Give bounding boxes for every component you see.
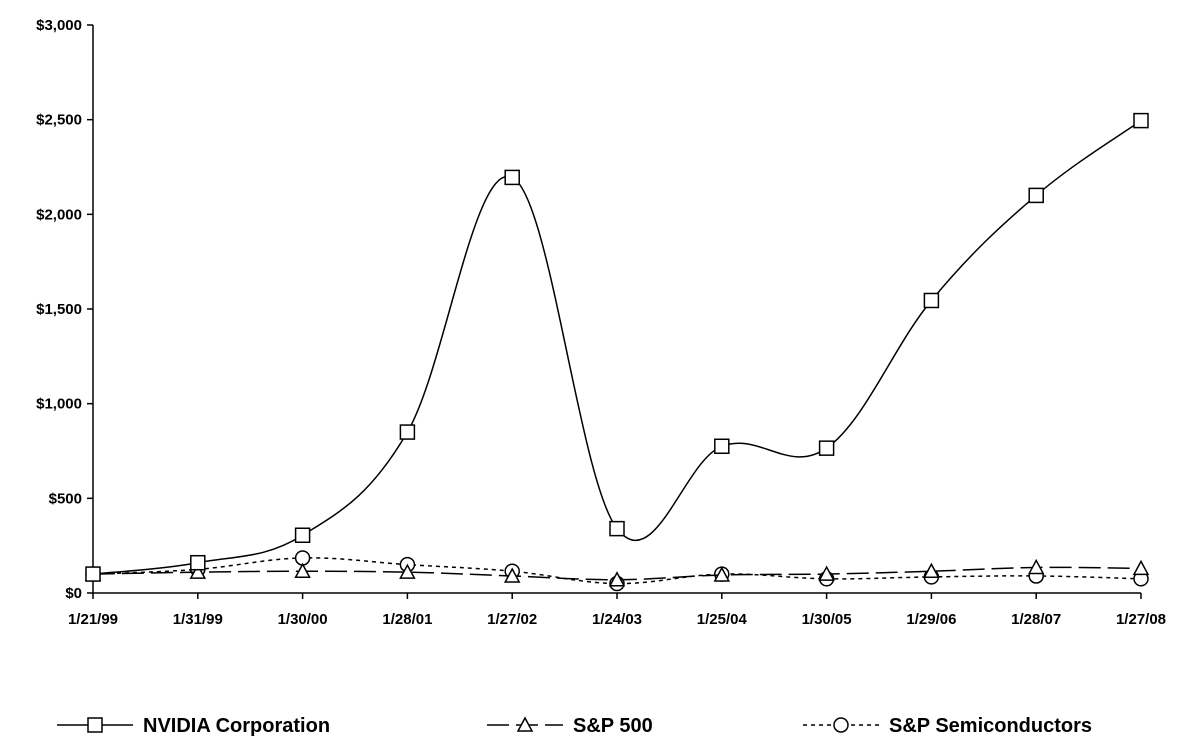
- y-tick-label: $500: [49, 490, 82, 507]
- data-point-triangle: [818, 565, 835, 581]
- axes: [92, 25, 1141, 594]
- y-tick-label: $1,500: [36, 301, 82, 318]
- data-point-square: [85, 566, 101, 582]
- data-point-triangle: [1027, 558, 1045, 575]
- data-point-square: [923, 292, 940, 309]
- x-tick-label: 1/30/00: [278, 611, 328, 628]
- data-point-triangle: [399, 563, 416, 579]
- x-axis-ticks: 1/21/99 1/31/99 1/30/00 1/28/01 1/27/02 1/24/…: [68, 593, 1166, 628]
- legend: NVIDIA Corporation S&P 500 S&P Semiconduct…: [57, 715, 1092, 737]
- legend-item: S&P 500: [487, 715, 653, 737]
- x-tick-label: 1/21/99: [68, 611, 118, 628]
- legend-label: S&P Semiconductors: [889, 715, 1092, 737]
- x-tick-label: 1/24/03: [592, 611, 642, 628]
- data-point-triangle: [923, 562, 940, 578]
- data-point-triangle: [608, 571, 626, 587]
- data-point-square: [399, 424, 416, 440]
- x-tick-label: 1/29/06: [906, 611, 956, 628]
- data-point-triangle: [1132, 559, 1150, 576]
- y-tick-label: $2,500: [36, 112, 82, 129]
- data-point-triangle: [189, 563, 207, 579]
- data-point-square: [609, 520, 625, 537]
- y-tick-label: $1,000: [36, 396, 82, 413]
- series-layer: [84, 112, 1150, 592]
- x-tick-label: 1/31/99: [173, 611, 223, 628]
- data-point-triangle: [713, 566, 731, 582]
- data-point-square: [504, 169, 520, 186]
- legend-item: NVIDIA Corporation: [57, 715, 330, 737]
- data-point-triangle: [294, 562, 311, 578]
- series-square: [85, 112, 1149, 582]
- series-line: [92, 120, 1142, 575]
- data-point-square: [190, 554, 206, 571]
- x-tick-label: 1/28/07: [1011, 611, 1061, 628]
- legend-marker-triangle: [516, 716, 534, 732]
- data-point-triangle: [503, 567, 521, 583]
- y-axis-ticks: $0 $500 $1,000 $1,500 $2,000 $2,500 $3,000: [36, 17, 93, 602]
- y-tick-label: $3,000: [36, 17, 82, 34]
- data-point-square: [818, 440, 835, 456]
- x-tick-label: 1/25/04: [697, 611, 748, 628]
- x-tick-label: 1/30/05: [802, 611, 852, 628]
- y-tick-label: $2,000: [36, 206, 82, 223]
- series-line: [92, 557, 1142, 585]
- data-point-square: [1028, 187, 1044, 204]
- data-point-square: [714, 438, 730, 455]
- legend-marker-circle: [833, 717, 849, 733]
- x-tick-label: 1/27/08: [1116, 611, 1166, 628]
- x-tick-label: 1/28/01: [382, 611, 432, 628]
- legend-label: S&P 500: [573, 715, 653, 737]
- data-point-square: [1133, 112, 1149, 129]
- data-point-square: [294, 527, 311, 544]
- legend-label: NVIDIA Corporation: [143, 715, 330, 737]
- legend-marker-square: [87, 717, 103, 733]
- legend-item: S&P Semiconductors: [803, 715, 1092, 737]
- x-tick-label: 1/27/02: [487, 611, 537, 628]
- series-triangle: [84, 558, 1150, 587]
- y-tick-label: $0: [65, 585, 82, 602]
